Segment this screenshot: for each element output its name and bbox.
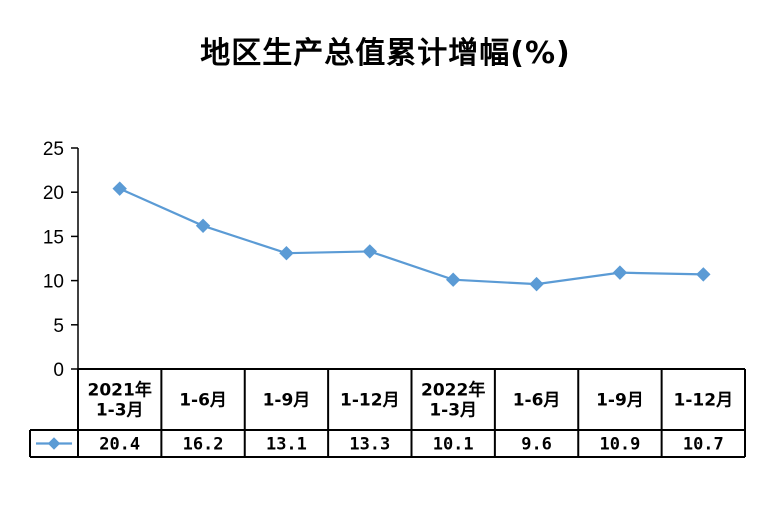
data-value-label: 16.2 [183, 435, 224, 455]
data-value-label: 20.4 [99, 435, 140, 455]
x-category-label: 1-9月 [263, 391, 311, 411]
x-category-label: 1-6月 [513, 391, 561, 411]
y-tick-label: 15 [43, 227, 64, 248]
y-tick-label: 20 [43, 183, 64, 204]
x-category-label: 1-12月 [674, 391, 734, 411]
data-point-marker [362, 244, 378, 259]
x-category-label: 1-3月 [96, 401, 144, 421]
data-point-marker [112, 181, 127, 196]
x-category-label: 1-9月 [596, 391, 644, 411]
x-category-label: 1-3月 [429, 401, 477, 421]
data-value-label: 10.1 [433, 435, 474, 455]
data-point-marker [195, 218, 211, 233]
legend-marker [47, 437, 61, 450]
data-value-label: 10.9 [599, 435, 640, 455]
x-category-label: 1-6月 [179, 391, 227, 411]
data-value-label: 13.3 [349, 435, 390, 455]
x-category-label: 2022年 [421, 380, 485, 401]
y-tick-label: 5 [53, 316, 64, 337]
y-tick-label: 25 [43, 139, 64, 160]
data-point-marker [612, 265, 628, 280]
x-category-label: 2021年 [88, 380, 152, 401]
data-point-marker [696, 267, 711, 282]
data-value-label: 13.1 [266, 435, 307, 455]
data-point-marker [445, 272, 461, 287]
data-point-marker [279, 245, 294, 261]
data-value-label: 10.7 [683, 435, 724, 455]
data-point-marker [529, 276, 544, 292]
y-tick-label: 0 [53, 360, 64, 381]
series-line [119, 187, 704, 286]
data-value-label: 9.6 [521, 435, 552, 455]
chart-title: 地区生产总值累计增幅(%) [200, 36, 571, 71]
x-category-label: 1-12月 [340, 391, 400, 411]
y-tick-label: 10 [43, 272, 64, 293]
